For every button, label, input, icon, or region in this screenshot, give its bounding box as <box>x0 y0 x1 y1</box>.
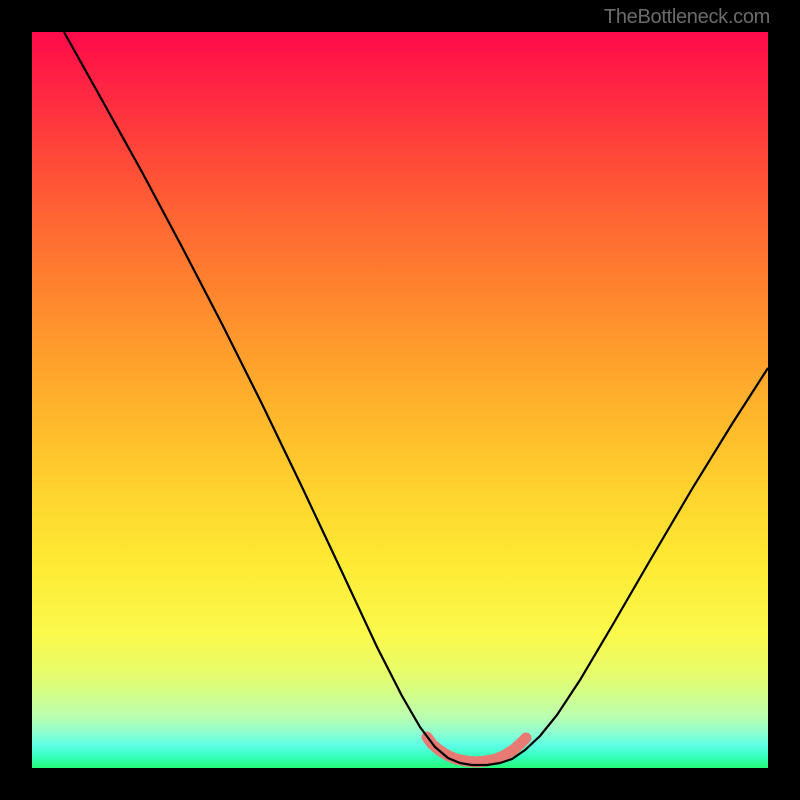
plot-area <box>32 32 768 768</box>
curve-overlay-svg <box>32 32 768 768</box>
chart-container: TheBottleneck.com <box>0 0 800 800</box>
v-curve <box>64 32 768 765</box>
watermark-text: TheBottleneck.com <box>604 6 770 29</box>
